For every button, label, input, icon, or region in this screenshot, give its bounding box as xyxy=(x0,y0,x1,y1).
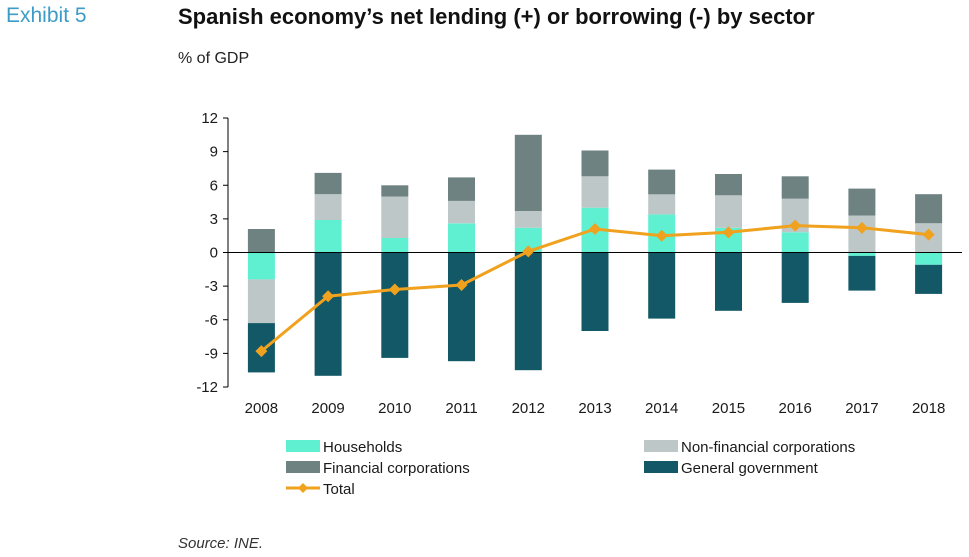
bar-households-2018 xyxy=(915,252,943,265)
bar-government-2014 xyxy=(648,252,676,319)
y-tick-label: -6 xyxy=(205,312,218,329)
bar-non_financial-2017 xyxy=(848,215,876,253)
legend-label-households: Households xyxy=(323,439,402,456)
y-tick-label: 0 xyxy=(210,245,218,262)
bar-non_financial-2015 xyxy=(715,195,742,228)
x-tick-label: 2010 xyxy=(378,400,411,417)
legend: Households Non-financial corporations Fina… xyxy=(286,439,855,498)
legend-swatch-financial xyxy=(286,461,320,473)
bar-government-2017 xyxy=(848,255,876,291)
point-total-2012 xyxy=(522,245,535,258)
bar-government-2015 xyxy=(715,252,742,311)
legend-marker-total xyxy=(298,483,308,493)
bar-non_financial-2014 xyxy=(648,194,676,215)
point-total-2013 xyxy=(589,222,601,235)
bar-households-2011 xyxy=(448,223,475,253)
legend-label-financial: Financial corporations xyxy=(323,460,470,477)
x-tick-label: 2012 xyxy=(512,400,545,417)
point-total-2014 xyxy=(655,229,668,242)
legend-label-government: General government xyxy=(681,460,819,477)
point-total-2009 xyxy=(322,290,335,303)
bar-households-2016 xyxy=(781,232,809,253)
x-tick-label: 2011 xyxy=(445,400,477,417)
bar-financial-2014 xyxy=(648,169,676,195)
y-tick-label: 6 xyxy=(210,177,218,194)
point-total-2016 xyxy=(789,219,802,232)
bar-non_financial-2008 xyxy=(247,279,275,324)
x-tick-label: 2017 xyxy=(845,400,878,417)
x-tick-label: 2016 xyxy=(778,400,811,417)
bar-government-2016 xyxy=(781,252,809,303)
y-tick-label: 3 xyxy=(210,211,218,228)
y-tick-label: -12 xyxy=(196,379,218,396)
bar-non_financial-2011 xyxy=(448,200,475,224)
point-total-2008 xyxy=(255,345,268,358)
chart: 12 9 6 3 0 -3 -6 -9 -12 2008 2009 2010 2011 2012 2013 2… xyxy=(196,110,962,498)
bar-financial-2011 xyxy=(448,177,475,201)
bar-non_financial-2010 xyxy=(381,196,409,238)
y-tick-label: -3 xyxy=(205,278,218,295)
bar-non_financial-2009 xyxy=(314,194,342,220)
axes-layer: 12 9 6 3 0 -3 -6 -9 -12 2008 2009 2010 2011 2012 2013 2… xyxy=(196,110,962,417)
point-total-2017 xyxy=(855,221,868,234)
chart-subtitle: % of GDP xyxy=(178,50,250,67)
legend-swatch-government xyxy=(644,461,678,473)
y-tick-label: 9 xyxy=(210,144,218,161)
bar-government-2010 xyxy=(381,252,409,358)
source-note: Source: INE. xyxy=(178,535,264,552)
x-tick-label: 2015 xyxy=(712,400,745,417)
bar-financial-2016 xyxy=(781,176,809,199)
bar-financial-2015 xyxy=(715,174,742,196)
chart-title: Spanish economy’s net lending (+) or bor… xyxy=(178,4,815,29)
bar-households-2010 xyxy=(381,237,409,253)
legend-swatch-households xyxy=(286,440,320,452)
y-tick-label: 12 xyxy=(201,110,218,127)
point-total-2018 xyxy=(922,228,935,241)
bar-households-2009 xyxy=(314,220,342,253)
bar-financial-2012 xyxy=(514,134,542,211)
legend-swatch-non_financial xyxy=(644,440,678,452)
y-tick-label: -9 xyxy=(205,345,218,362)
bar-government-2009 xyxy=(314,252,342,376)
bar-financial-2017 xyxy=(848,188,876,216)
point-total-2011 xyxy=(455,279,468,292)
bar-government-2018 xyxy=(915,264,943,294)
x-tick-label: 2009 xyxy=(311,400,344,417)
bar-government-2011 xyxy=(448,252,475,362)
point-total-2010 xyxy=(388,283,401,296)
bar-financial-2009 xyxy=(314,172,342,195)
x-tick-label: 2008 xyxy=(245,400,278,417)
legend-label-total: Total xyxy=(323,481,355,498)
bar-non_financial-2012 xyxy=(514,211,542,228)
bar-financial-2008 xyxy=(247,229,275,253)
bar-households-2017 xyxy=(848,252,876,256)
bars-layer xyxy=(247,134,943,376)
bar-financial-2010 xyxy=(381,185,409,197)
x-tick-label: 2014 xyxy=(645,400,678,417)
total-line-layer xyxy=(255,219,935,358)
bar-financial-2013 xyxy=(581,150,609,177)
x-tick-label: 2013 xyxy=(578,400,611,417)
bar-financial-2018 xyxy=(915,194,943,224)
exhibit-label: Exhibit 5 xyxy=(6,4,87,27)
legend-label-non_financial: Non-financial corporations xyxy=(681,439,855,456)
bar-government-2012 xyxy=(514,252,542,371)
bar-households-2008 xyxy=(247,252,275,280)
bar-non_financial-2013 xyxy=(581,176,609,208)
bar-government-2013 xyxy=(581,252,609,331)
x-tick-label: 2018 xyxy=(912,400,945,417)
point-total-2015 xyxy=(722,226,735,239)
